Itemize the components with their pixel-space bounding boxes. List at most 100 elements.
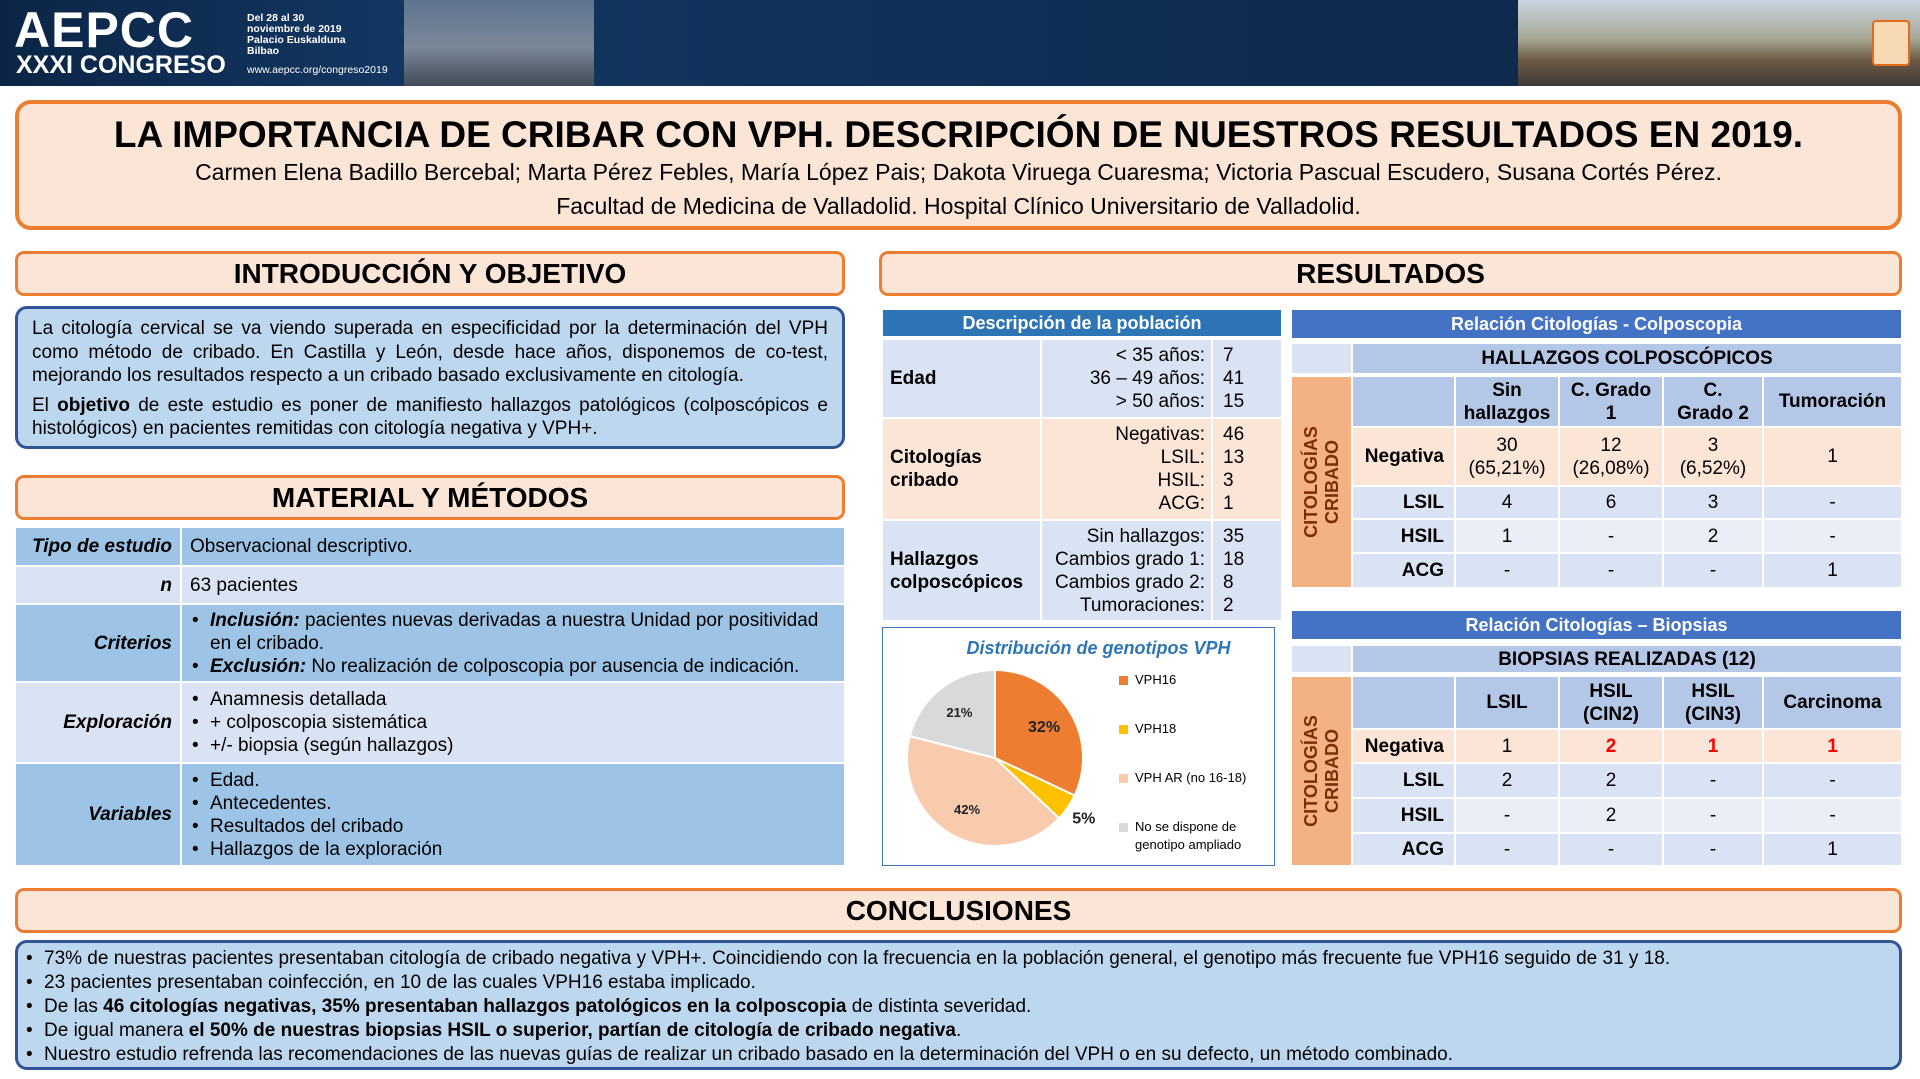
group-label: Hallazgos colposcópicos	[890, 548, 1024, 593]
column-label: C. Grado 2	[1677, 379, 1749, 424]
text-segment: Inclusión:	[210, 609, 300, 631]
bullet-text: Anamnesis detallada	[210, 689, 387, 710]
table-cell: 1	[1455, 729, 1559, 763]
table-cell: 30 (65,21%)	[1455, 427, 1559, 486]
data-label: 21%	[946, 705, 972, 720]
population-group: Edad	[882, 339, 1041, 418]
table-cell: 2	[1559, 729, 1663, 763]
banner-congress: XXXI CONGRESO	[16, 51, 226, 79]
cell-line: 1	[1827, 560, 1838, 581]
table-cell: 1	[1763, 833, 1902, 866]
table-cell: -	[1763, 486, 1902, 519]
bullet-text: + colposcopia sistemática	[210, 712, 428, 733]
cell-line: -	[1709, 839, 1717, 860]
bullet-dot: •	[192, 815, 199, 837]
text-segment: objetivo	[57, 394, 130, 416]
methods-bullet: • Edad.	[190, 769, 844, 792]
bullet-dot: •	[192, 735, 199, 756]
table-cell: -	[1455, 833, 1559, 866]
table-cell: -	[1559, 519, 1663, 553]
text-segment: 46 citologías negativas, 35% presentaban…	[103, 996, 847, 1017]
table-cell: 1	[1763, 729, 1902, 763]
bullet-dot: •	[26, 972, 33, 993]
row-label: ACG	[1401, 839, 1444, 860]
cell-line: 2	[1501, 770, 1513, 791]
bullet-text: +/- biopsia (según hallazgos)	[210, 735, 454, 756]
pie-chart: 32% 5% 42% 21%	[906, 668, 1095, 847]
bullet-text: Antecedentes.	[210, 792, 332, 814]
text-segment: El	[32, 394, 58, 416]
legend-swatch	[1119, 774, 1128, 783]
text-segment: Nuestro estudio refrenda las recomendaci…	[44, 1044, 1453, 1065]
bullet-dot: •	[192, 689, 199, 710]
blank-cell	[1352, 376, 1455, 427]
pie-slice	[906, 734, 1061, 847]
cell-line: 2	[1605, 770, 1617, 791]
table-header: Relación Citologías - Colposcopia	[1291, 309, 1902, 339]
legend-label: No se dispone de genotipo ampliado	[1135, 819, 1242, 852]
bullet-text: Hallazgos de la exploración	[210, 838, 443, 860]
bullet-dot: •	[192, 792, 199, 814]
methods-bullet: • Anamnesis detallada	[190, 688, 844, 711]
category-count: 13	[1223, 447, 1245, 468]
bullet-text: Edad.	[210, 769, 260, 791]
table-title: Relación Citologías - Colposcopia	[1450, 313, 1743, 334]
methods-content: • Edad. • Antecedentes. • Resultados del crib…	[181, 763, 845, 866]
column-header: Carcinoma	[1763, 676, 1902, 729]
banner-date-line: Del 28 al 30	[247, 12, 305, 24]
category-label: < 35 años:	[1115, 345, 1205, 366]
column-header: Sin hallazgos	[1455, 376, 1559, 427]
category-count: 35	[1223, 525, 1245, 547]
cell-line: 6	[1605, 492, 1617, 513]
legend-swatch	[1119, 676, 1128, 685]
bullet-dot: •	[192, 769, 199, 791]
cell-line: 1	[1707, 735, 1719, 757]
row-group-cell: CITOLOGÍAS CRIBADO	[1291, 376, 1352, 588]
text-segment: De igual manera	[44, 1020, 189, 1041]
row-label: LSIL	[1402, 770, 1444, 791]
table-cell: 2	[1559, 763, 1663, 798]
table-cell: -	[1455, 798, 1559, 833]
legend-swatch	[1119, 725, 1128, 734]
methods-label: Criterios	[15, 604, 181, 682]
pie-slice	[994, 668, 1084, 797]
cell-line: -	[1829, 492, 1836, 513]
data-label: 32%	[1028, 719, 1060, 736]
group-label: HALLAZGOS COLPOSCÓPICOS	[1481, 348, 1773, 369]
conclusions-box: • 73% de nuestras pacientes presentaban c…	[15, 940, 1902, 1070]
cell-line: -	[1829, 525, 1836, 547]
methods-bullet: • Hallazgos de la exploración	[190, 838, 844, 861]
category-label: LSIL:	[1160, 447, 1205, 468]
category-label: Tumoraciones:	[1080, 594, 1205, 616]
table-cell: 1	[1663, 729, 1763, 763]
bullet-dot: •	[192, 712, 199, 733]
cell-line: 1	[1827, 446, 1838, 467]
pie-slice	[908, 668, 996, 760]
intro-box: La citología cervical se va viendo super…	[15, 306, 845, 449]
cell-line: -	[1709, 805, 1717, 826]
row-group-label: CITOLOGÍAS CRIBADO	[1300, 426, 1342, 538]
cell-line: 1	[1501, 525, 1513, 547]
legend-swatch	[1119, 823, 1128, 832]
chart-title: Distribución de genotipos VPH	[966, 638, 1231, 658]
population-categories: Sin hallazgos: Cambios grado 1: Cambios gr…	[1041, 520, 1212, 621]
conclusion-bullet: • De igual manera el 50% de nuestras biop…	[26, 1019, 1889, 1043]
cell-line: 1	[1827, 735, 1838, 757]
row-header: LSIL	[1352, 763, 1455, 798]
table-cell: -	[1559, 553, 1663, 588]
row-label: LSIL	[1402, 492, 1444, 513]
column-header: Tumoración	[1763, 376, 1902, 427]
table-cell: -	[1663, 833, 1763, 866]
table-cell: 2	[1455, 763, 1559, 798]
cell-line: 4	[1501, 492, 1513, 513]
methods-item: Observacional descriptivo.	[190, 536, 413, 557]
methods-label: Tipo de estudio	[15, 527, 181, 566]
text-segment: pacientes nuevas derivadas a nuestra Uni…	[210, 609, 819, 654]
authors: Carmen Elena Badillo Bercebal; Marta Pér…	[195, 159, 1722, 185]
row-header: ACG	[1352, 833, 1455, 866]
conclusion-bullet: • 23 pacientes presentaban coinfección, e…	[26, 971, 1889, 995]
column-label: Sin hallazgos	[1463, 379, 1551, 424]
column-label: HSIL (CIN3)	[1685, 680, 1741, 725]
methods-label-text: Tipo de estudio	[31, 536, 172, 557]
blank-cell	[1352, 676, 1455, 729]
